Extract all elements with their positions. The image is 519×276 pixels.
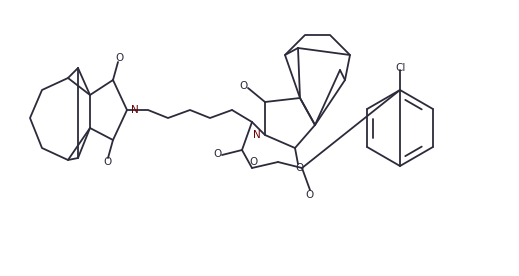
Text: O: O bbox=[249, 157, 257, 167]
Text: N: N bbox=[131, 105, 139, 115]
Text: O: O bbox=[306, 190, 314, 200]
Text: Cl: Cl bbox=[396, 63, 406, 73]
Text: O: O bbox=[103, 157, 111, 167]
Text: O: O bbox=[115, 53, 123, 63]
Text: O: O bbox=[213, 149, 221, 159]
Text: O: O bbox=[240, 81, 248, 91]
Text: O: O bbox=[296, 163, 304, 173]
Text: N: N bbox=[253, 130, 261, 140]
